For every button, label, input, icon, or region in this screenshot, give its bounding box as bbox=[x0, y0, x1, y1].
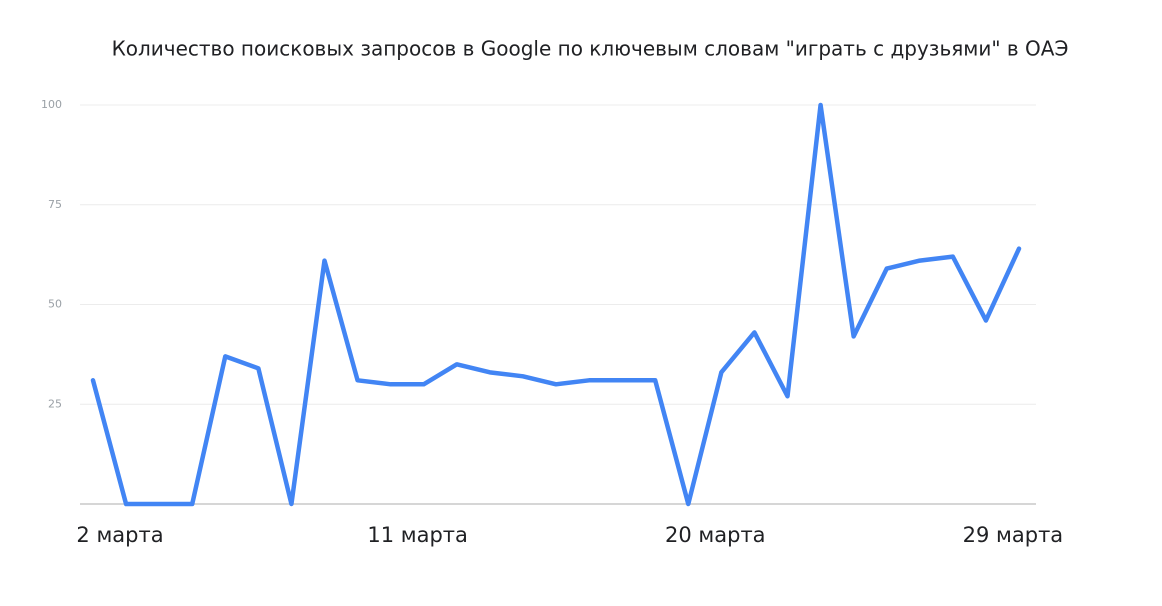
x-tick-label: 2 марта bbox=[76, 523, 163, 547]
x-tick-label: 11 марта bbox=[367, 523, 468, 547]
y-tick-label: 50 bbox=[48, 298, 62, 311]
line bbox=[90, 102, 1022, 507]
y-tick-label: 25 bbox=[48, 397, 62, 410]
x-tick-label: 29 марта bbox=[963, 523, 1064, 547]
x-tick-label: 20 марта bbox=[665, 523, 766, 547]
chart-title: Количество поисковых запросов в Google п… bbox=[112, 37, 1069, 61]
y-tick-label: 75 bbox=[48, 198, 62, 211]
y-tick-label: 100 bbox=[41, 98, 62, 111]
